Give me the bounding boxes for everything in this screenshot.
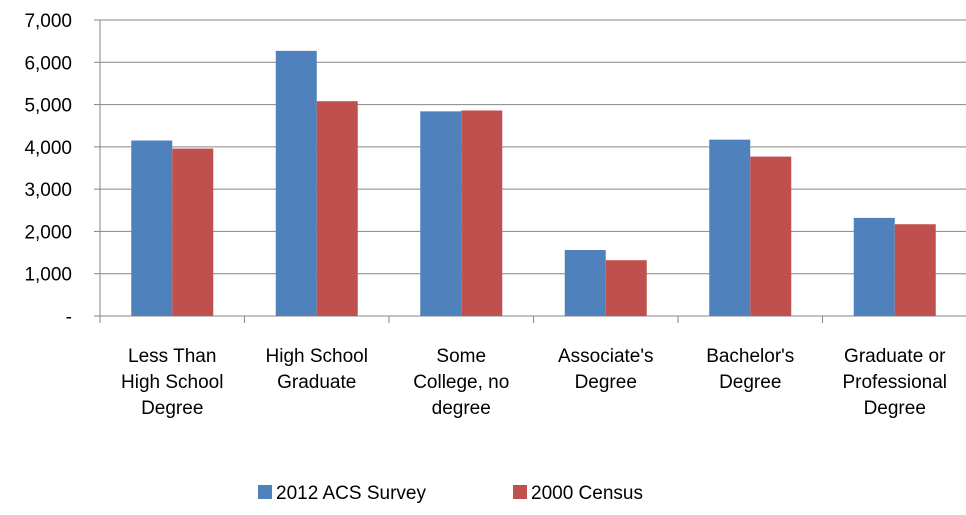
bar-census-2000 [461,110,503,317]
y-tick-label: - [66,307,72,328]
x-tick-label: Some College, no degree [413,346,509,419]
bar-census-2000 [894,224,936,316]
bar-census-2000 [605,260,647,316]
x-tick-label: Graduate or Professional Degree [842,346,947,419]
bar-acs-2012 [420,111,462,316]
legend: 2012 ACS Survey 2000 Census [258,483,643,504]
gridlines [100,19,966,275]
bar-census-2000 [316,101,358,316]
y-tick-label: 6,000 [24,53,72,74]
bars [131,50,936,317]
y-tick-label: 1,000 [24,265,72,286]
x-tick-labels: Less Than High School Degree High School Gra… [121,346,947,419]
bar-acs-2012 [853,217,895,316]
y-tick-label: 7,000 [24,11,72,32]
y-tick-label: 2,000 [24,222,72,243]
legend-label: 2000 Census [531,483,643,504]
y-tick-label: 5,000 [24,96,72,117]
bar-acs-2012 [275,50,317,317]
legend-label: 2012 ACS Survey [276,483,426,504]
y-tick-label: 3,000 [24,180,72,201]
bar-acs-2012 [564,250,606,316]
x-tick-label: Less Than High School Degree [121,346,223,419]
x-tick-label: High School Graduate [266,346,368,393]
legend-swatch [513,485,527,499]
bar-acs-2012 [709,139,751,316]
x-tick-label: Bachelor's Degree [706,346,794,393]
bar-census-2000 [172,148,214,316]
bar-acs-2012 [131,140,173,316]
axes [94,19,966,323]
bar-census-2000 [750,156,792,316]
y-tick-labels: - 1,000 2,000 3,000 4,000 5,000 6,000 7,000 [24,11,72,328]
legend-swatch [258,485,272,499]
x-tick-label: Associate's Degree [558,346,654,393]
y-tick-label: 4,000 [24,138,72,159]
